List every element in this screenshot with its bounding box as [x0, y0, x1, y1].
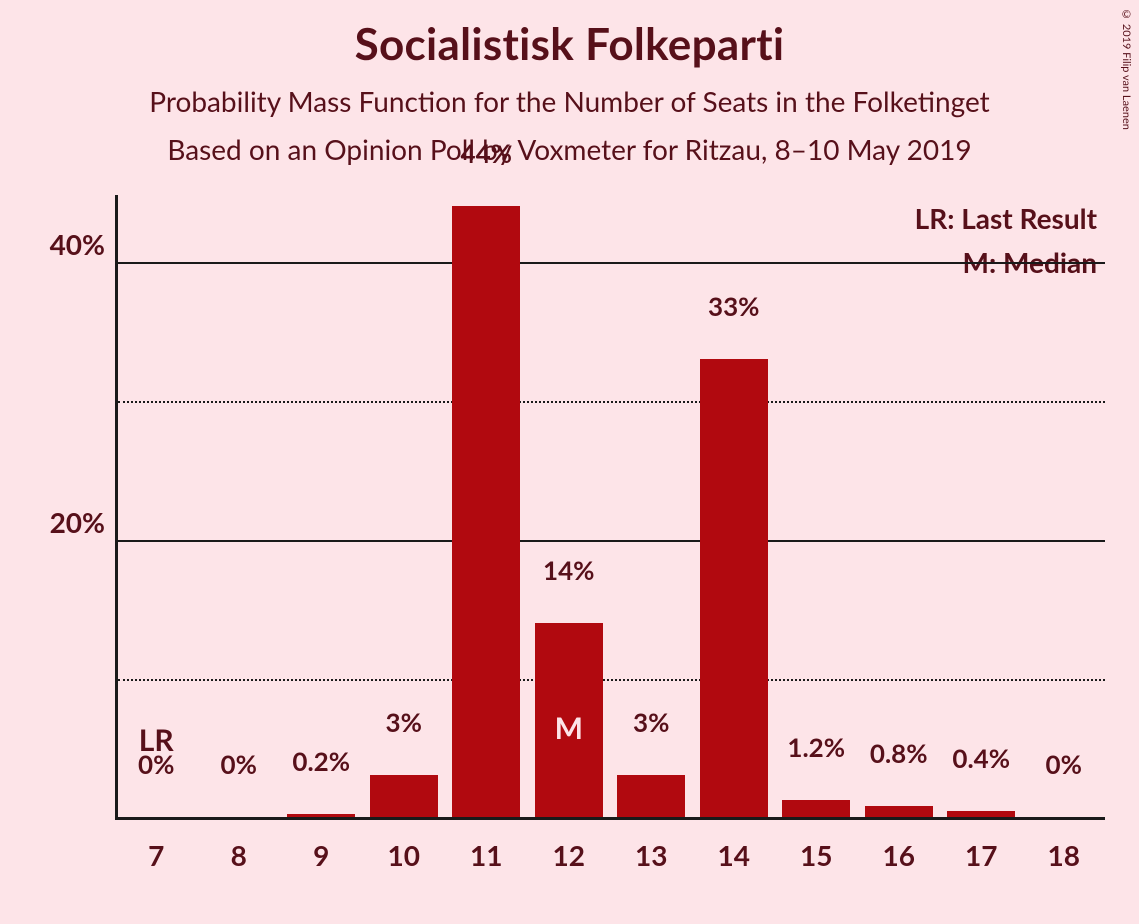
bar-value-label: 0.2% — [292, 745, 350, 777]
bar-value-label: 0.8% — [870, 737, 928, 769]
x-tick-label: 14 — [718, 838, 750, 872]
bar-value-label: 3% — [633, 706, 669, 738]
median-marker: M — [555, 710, 583, 746]
bar-value-label: 44% — [461, 137, 512, 169]
gridline-minor — [118, 401, 1105, 403]
x-tick-label: 7 — [148, 838, 164, 872]
legend-lr: LR: Last Result — [915, 201, 1097, 235]
bar — [700, 359, 768, 817]
y-tick-label: 20% — [50, 505, 105, 539]
gridline-minor — [118, 679, 1105, 681]
legend: LR: Last Result M: Median — [915, 201, 1097, 289]
x-axis — [115, 817, 1105, 820]
x-tick-label: 13 — [635, 838, 667, 872]
bar-value-label: 0% — [1046, 748, 1082, 780]
x-tick-label: 11 — [470, 838, 502, 872]
bar — [452, 206, 520, 817]
gridline-major — [118, 262, 1105, 264]
bar-value-label: 33% — [708, 290, 759, 322]
plot-area: LR: Last Result M: Median 20%40%0%70%80.… — [115, 195, 1105, 820]
y-axis — [115, 195, 118, 820]
chart-subtitle-2: Based on an Opinion Poll by Voxmeter for… — [0, 132, 1139, 166]
x-tick-label: 12 — [553, 838, 585, 872]
x-tick-label: 15 — [800, 838, 832, 872]
bar — [370, 775, 438, 817]
x-tick-label: 8 — [231, 838, 247, 872]
chart-subtitle-1: Probability Mass Function for the Number… — [0, 84, 1139, 118]
bar — [617, 775, 685, 817]
bar-value-label: 0.4% — [952, 742, 1010, 774]
bar — [865, 806, 933, 817]
x-tick-label: 9 — [313, 838, 329, 872]
copyright-label: © 2019 Filip van Laenen — [1120, 8, 1133, 130]
bar-value-label: 0% — [221, 748, 257, 780]
bar-value-label: 3% — [386, 706, 422, 738]
gridline-major — [118, 540, 1105, 542]
x-tick-label: 16 — [883, 838, 915, 872]
bar — [947, 811, 1015, 817]
bar-value-label: 1.2% — [787, 731, 845, 763]
x-tick-label: 18 — [1048, 838, 1080, 872]
x-tick-label: 10 — [388, 838, 420, 872]
bar — [782, 800, 850, 817]
y-tick-label: 40% — [50, 227, 105, 261]
chart-title: Socialistisk Folkeparti — [0, 18, 1139, 70]
bar-value-label: 14% — [543, 554, 594, 586]
x-tick-label: 17 — [965, 838, 997, 872]
bar — [287, 814, 355, 817]
lr-marker: LR — [139, 722, 174, 758]
